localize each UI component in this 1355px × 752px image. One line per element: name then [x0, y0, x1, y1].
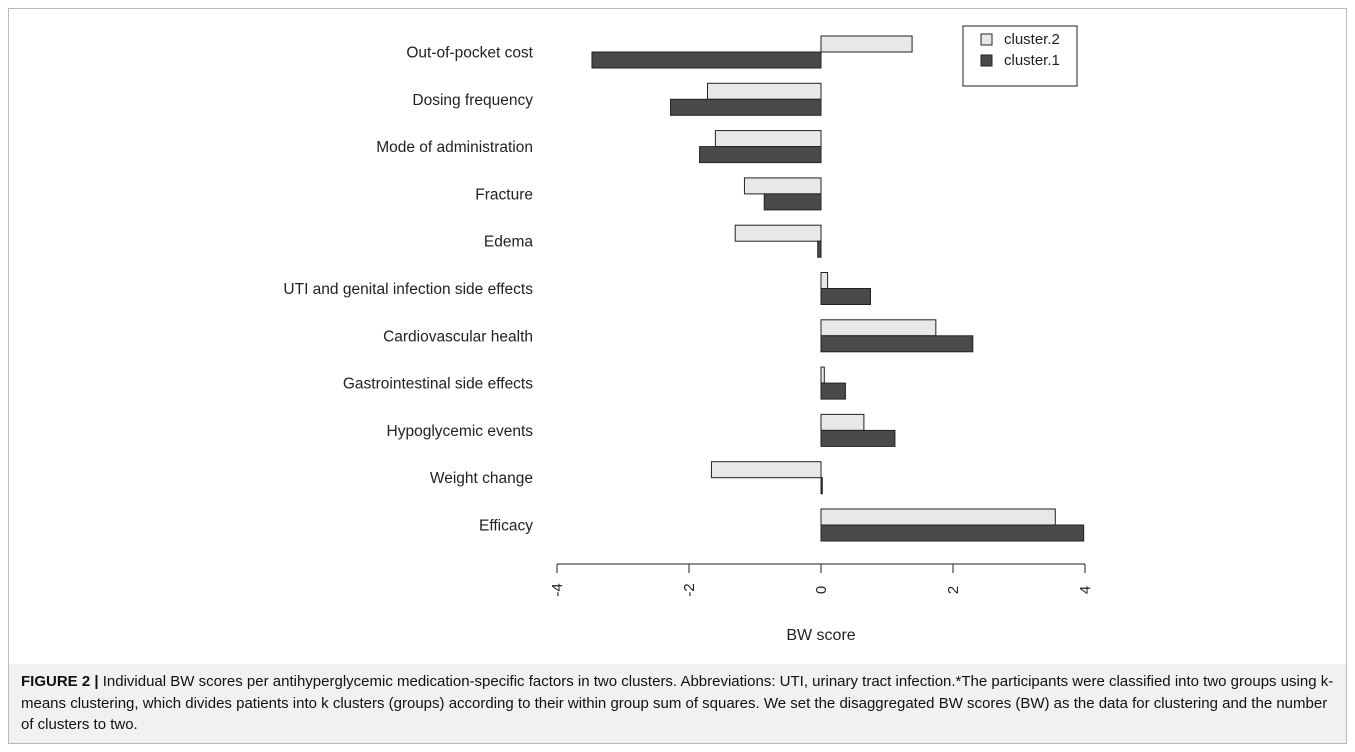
bar-cluster-2-11 — [820, 508, 1056, 526]
x-tick-label: -4 — [549, 583, 566, 596]
bar-cluster-1-9 — [820, 429, 896, 447]
bars-layer — [591, 35, 1085, 542]
x-tick-label: 0 — [813, 586, 830, 594]
category-label: Dosing frequency — [412, 92, 533, 109]
bar-cluster-2-9 — [820, 413, 865, 431]
bar-cluster-1-6 — [820, 288, 871, 305]
bar-cluster-2-7 — [820, 319, 937, 337]
x-tick-label: -2 — [681, 583, 698, 596]
caption-figure-label: FIGURE 2 | — [21, 673, 99, 690]
bar-cluster-1-11 — [820, 524, 1085, 542]
legend-swatch-cluster-1 — [980, 54, 993, 67]
legend: cluster.2 cluster.1 — [962, 25, 1078, 87]
x-tick-label: 4 — [1077, 586, 1094, 594]
category-label: Mode of administration — [376, 139, 533, 156]
bar-cluster-2-8 — [820, 366, 825, 384]
x-axis: -4 -2 0 2 4 — [549, 563, 1094, 597]
legend-label-cluster-2: cluster.2 — [1004, 31, 1060, 48]
legend-label-cluster-1: cluster.1 — [1004, 52, 1060, 69]
bar-cluster-1-4 — [763, 193, 822, 211]
category-label: Efficacy — [479, 518, 533, 535]
category-label: Fracture — [475, 186, 533, 203]
category-label: Cardiovascular health — [383, 328, 533, 345]
category-label: Out-of-pocket cost — [406, 45, 533, 62]
category-label: Edema — [484, 234, 533, 251]
bar-cluster-1-7 — [820, 335, 974, 353]
category-labels: Out-of-pocket cost Dosing frequency Mode o… — [283, 45, 533, 535]
bar-cluster-1-2 — [670, 98, 822, 116]
bar-cluster-1-1 — [591, 51, 822, 69]
bar-cluster-2-1 — [820, 35, 913, 53]
bar-cluster-2-4 — [743, 177, 822, 195]
bar-cluster-1-8 — [820, 382, 846, 400]
category-label: UTI and genital infection side effects — [283, 281, 533, 298]
bar-chart: Out-of-pocket cost Dosing frequency Mode o… — [283, 25, 1094, 644]
figure-frame — [8, 8, 1347, 744]
legend-swatch-cluster-2 — [980, 33, 993, 46]
x-tick-label: 2 — [945, 586, 962, 594]
category-label: Gastrointestinal side effects — [343, 376, 533, 393]
category-label: Weight change — [430, 470, 533, 487]
bar-cluster-1-3 — [699, 146, 822, 164]
category-label: Hypoglycemic events — [387, 423, 534, 440]
bar-cluster-2-2 — [706, 82, 822, 100]
legend-box — [962, 25, 1078, 87]
caption-text: Individual BW scores per antihyperglycem… — [21, 673, 1334, 733]
bar-cluster-1-5 — [817, 240, 822, 258]
bar-cluster-2-5 — [734, 224, 822, 242]
figure-caption: FIGURE 2 | Individual BW scores per anti… — [9, 664, 1346, 743]
bar-cluster-2-3 — [714, 130, 822, 148]
bar-cluster-2-10 — [710, 461, 822, 479]
x-axis-title: BW score — [786, 627, 855, 644]
bar-cluster-1-10 — [820, 477, 823, 495]
bar-cluster-2-6 — [820, 272, 829, 289]
